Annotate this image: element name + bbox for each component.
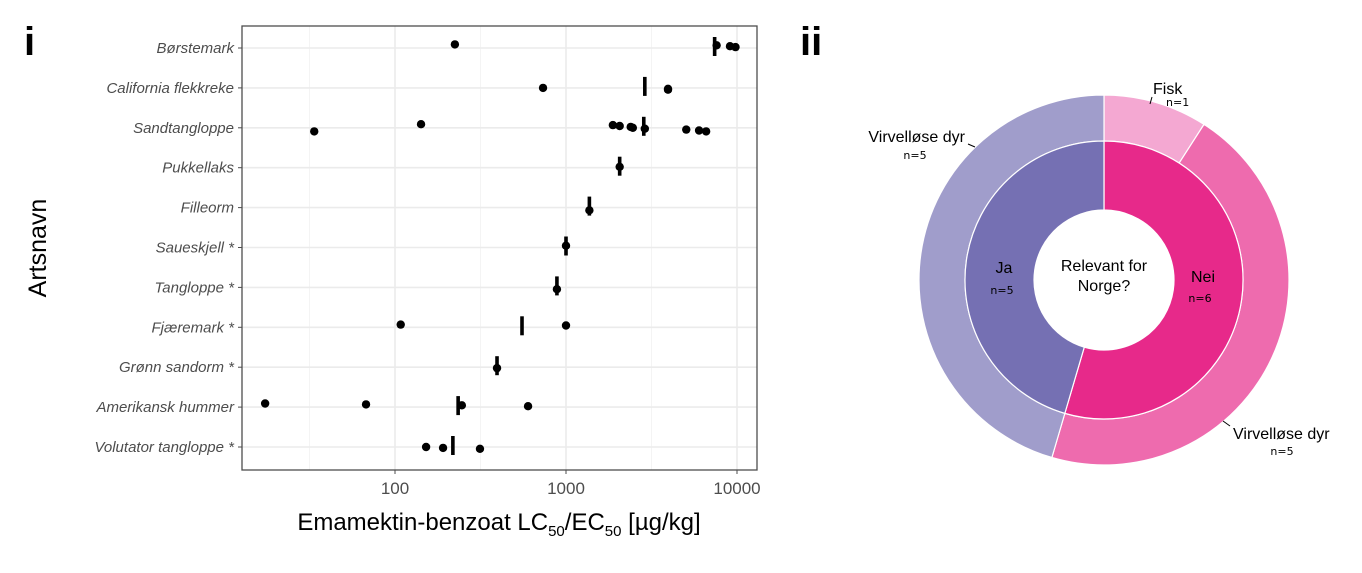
data-point — [731, 42, 740, 52]
data-point — [260, 399, 270, 408]
data-point — [396, 320, 405, 329]
panel-label-i: i — [24, 20, 36, 64]
data-point — [421, 442, 431, 452]
data-point — [310, 127, 319, 136]
outer-n-virvellose-ja: n=5 — [903, 149, 926, 162]
outer-slice-1 — [1051, 123, 1290, 466]
x-axis-title: Emamektin-benzoat LC50/EC50 [µg/kg] — [297, 509, 700, 540]
data-point — [640, 124, 650, 133]
leader-line — [1222, 420, 1231, 427]
outer-label-fisk: Fisk — [1153, 81, 1183, 98]
inner-slice-ja — [964, 140, 1105, 415]
mean-bar-marker — [643, 76, 647, 96]
donut-hole — [1034, 210, 1174, 350]
donut-center-label: Relevant for Norge? — [1061, 258, 1148, 295]
mean-bar-marker — [451, 436, 455, 455]
outer-slice-0 — [1103, 94, 1205, 164]
mean-bar-marker — [520, 316, 524, 336]
outer-slice-2 — [918, 94, 1105, 459]
y-category-label: Grønn sandorm * — [119, 359, 235, 376]
data-point — [438, 443, 448, 453]
data-point — [615, 121, 624, 131]
data-point — [585, 206, 594, 215]
data-point — [552, 285, 562, 294]
y-category-label: Sandtangloppe — [133, 120, 234, 137]
data-point — [457, 401, 467, 410]
inner-slice-nei — [1064, 140, 1244, 420]
y-category-label: Tangloppe * — [154, 279, 235, 296]
inner-n-nei: n=6 — [1188, 292, 1211, 305]
data-point — [682, 125, 691, 134]
data-point — [538, 83, 548, 93]
data-point — [712, 41, 721, 50]
y-category-label: California flekkreke — [106, 80, 234, 97]
y-category-label: Amerikansk hummer — [95, 399, 235, 416]
y-category-label: Saueskjell * — [156, 240, 236, 257]
y-category-label: Pukkellaks — [162, 160, 234, 177]
data-point — [416, 120, 426, 129]
inner-label-ja: Ja — [996, 260, 1013, 277]
panel-label-ii: ii — [800, 20, 823, 64]
data-point — [361, 400, 371, 409]
x-tick-label: 10000 — [713, 479, 760, 498]
leader-line — [1149, 96, 1153, 105]
data-point — [608, 120, 618, 130]
gridlines — [242, 26, 757, 470]
data-point — [561, 241, 571, 250]
y-category-label: Børstemark — [156, 40, 235, 57]
data-point — [701, 127, 711, 136]
outer-n-fisk: n=1 — [1166, 96, 1189, 109]
data-point — [694, 126, 704, 135]
y-category-label: Fjæremark * — [151, 319, 235, 336]
x-axis-ticks: 100 1000 10000 — [381, 470, 761, 498]
data-point — [615, 162, 624, 171]
inner-label-nei: Nei — [1191, 269, 1215, 286]
data-point — [450, 40, 460, 49]
y-category-label: Filleorm — [181, 200, 234, 217]
data-point — [475, 444, 485, 453]
y-category-label: Volutator tangloppe * — [94, 439, 235, 456]
outer-label-virvellose-nei: Virvelløse dyr — [1233, 426, 1330, 443]
x-tick-label: 100 — [381, 479, 409, 498]
data-point — [561, 321, 571, 330]
y-axis-title: Artsnavn — [24, 199, 52, 298]
x-tick-label: 1000 — [547, 479, 585, 498]
dot-plot-chart: Børstemark California flekkreke Sandtanglo… — [24, 25, 761, 540]
outer-ring — [918, 94, 1290, 466]
data-point — [628, 123, 638, 132]
data-point — [663, 85, 673, 94]
inner-ring — [964, 140, 1244, 420]
outer-n-virvellose-nei: n=5 — [1270, 445, 1293, 458]
data-point — [523, 402, 533, 411]
leader-line — [967, 143, 976, 148]
outer-label-virvellose-ja: Virvelløse dyr — [868, 129, 965, 146]
inner-n-ja: n=5 — [990, 284, 1013, 297]
data-point — [492, 363, 502, 373]
data-marks — [260, 37, 740, 455]
y-axis-labels: Børstemark California flekkreke Sandtanglo… — [94, 40, 242, 456]
